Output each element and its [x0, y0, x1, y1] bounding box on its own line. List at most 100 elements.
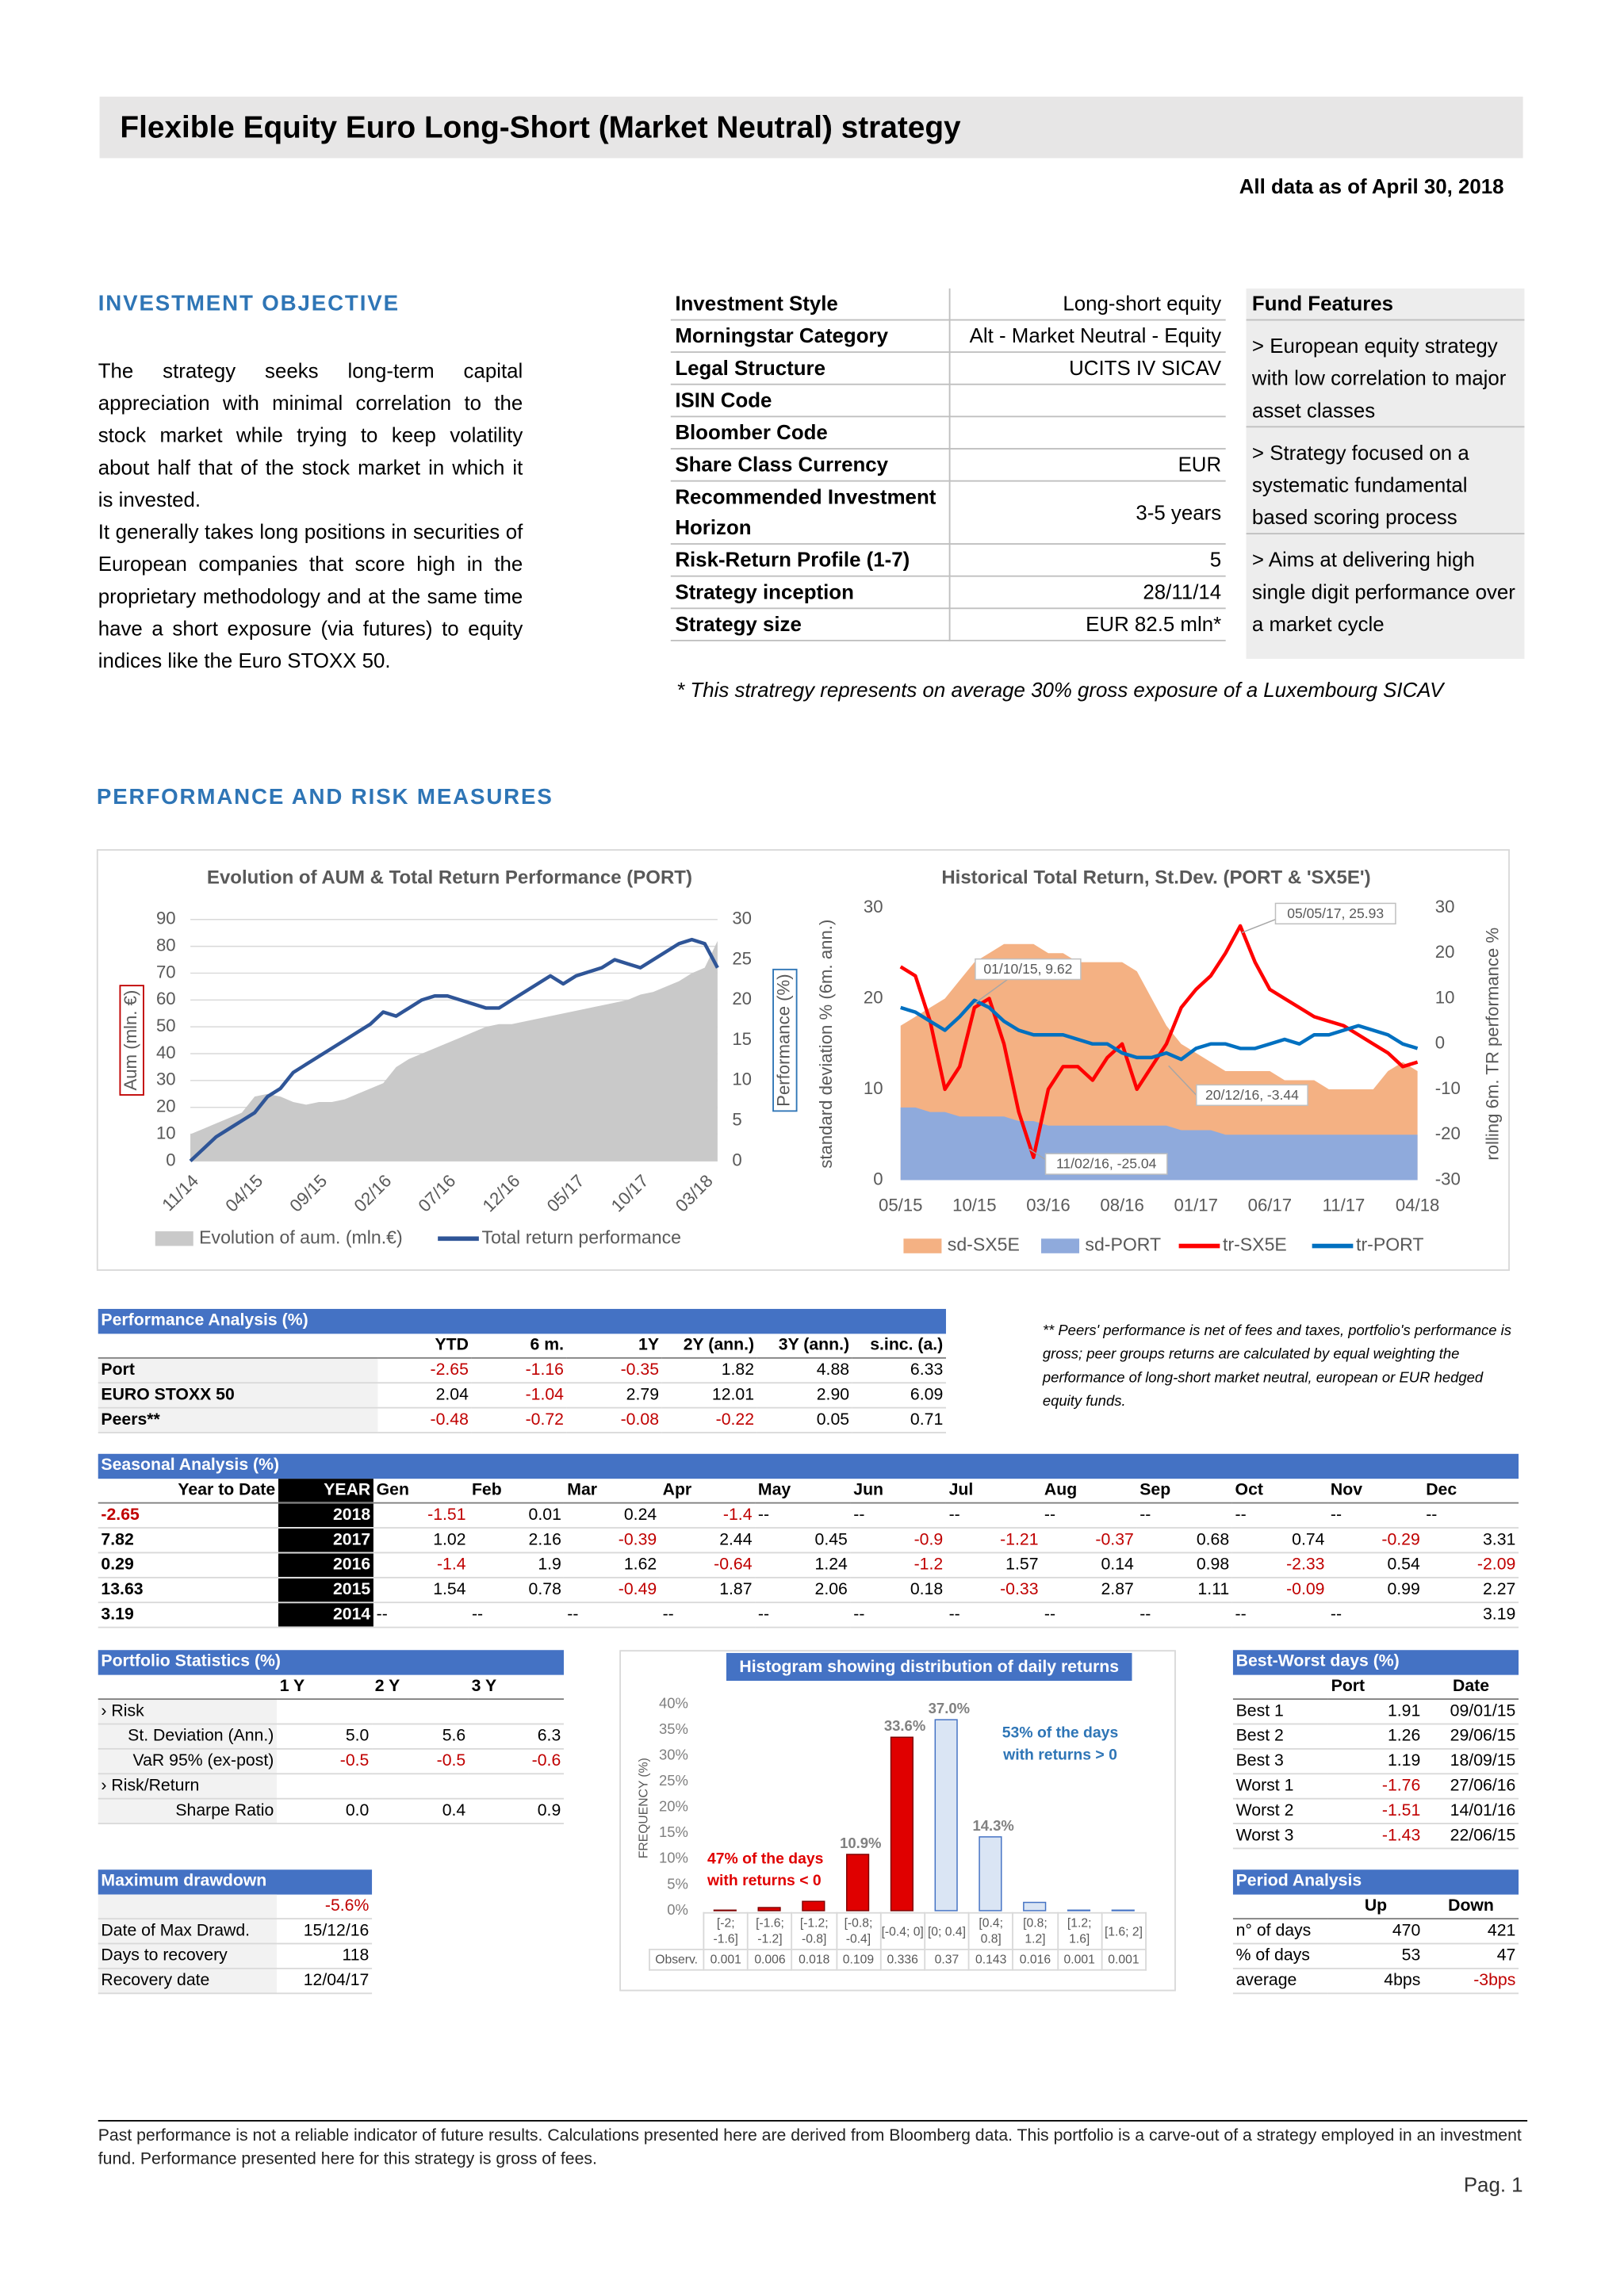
- table-block: Performance Analysis (%) YTD 6 m. 1Y 2Y (ann…: [98, 1308, 946, 1433]
- value-label: 33.6%: [884, 1717, 925, 1734]
- paragraph: The strategy seeks long-term capital app…: [98, 358, 523, 511]
- table-row: 0.29 2016 -1.4 1.9 1.62 -0.64 1.24 -1.2 1.57 0.14…: [98, 1552, 1519, 1578]
- table-row: Worst 2 -1.51 14/01/16: [1232, 1798, 1519, 1825]
- bar: [1111, 1909, 1135, 1911]
- observation-value: 0.006: [747, 1948, 793, 1971]
- observation-value: 0.336: [879, 1948, 926, 1971]
- table-cell: Peers**: [98, 1407, 378, 1433]
- header-cell: Feb: [469, 1479, 565, 1504]
- table-title: Period Analysis: [1232, 1869, 1519, 1895]
- table-cell: [98, 1894, 278, 1920]
- bin-label: [-0.8; -0.4]: [835, 1911, 882, 1950]
- y2-tick-label: -30: [1435, 1169, 1461, 1188]
- table-cell: 27/06/16: [1423, 1774, 1519, 1800]
- table: Port Date Best 1 1.91 09/01/15 Best 2 1.26 29/0…: [1232, 1674, 1519, 1850]
- table-title: Seasonal Analysis (%): [98, 1453, 1519, 1479]
- table-cell: -1.2: [850, 1552, 946, 1578]
- table-cell: 0.78: [469, 1577, 565, 1604]
- table-cell: 2.27: [1423, 1577, 1519, 1604]
- details-value: UCITS IV SICAV: [949, 352, 1226, 385]
- bin-label: [0.4; 0.8]: [967, 1911, 1014, 1950]
- annotation: with returns < 0: [707, 1872, 822, 1889]
- y-tick-label: 90: [156, 909, 176, 928]
- table-cell: 1.19: [1327, 1748, 1424, 1775]
- y-tick-label: 10: [864, 1078, 883, 1098]
- table-cell: -1.4: [659, 1502, 756, 1529]
- table-cell: 1.24: [755, 1552, 851, 1578]
- observation-value: 0.016: [1012, 1948, 1059, 1971]
- table-cell: 13.63: [98, 1577, 278, 1604]
- header-cell: [1232, 1674, 1328, 1701]
- table-cell: Best 1: [1232, 1699, 1328, 1725]
- table-cell: 0.68: [1136, 1528, 1232, 1554]
- table-cell: [277, 1699, 373, 1725]
- bin-label: [-1.2; -0.8]: [791, 1911, 837, 1950]
- header-cell: Dec: [1423, 1479, 1519, 1504]
- area: [900, 1107, 1418, 1181]
- table-cell: --: [1041, 1502, 1137, 1529]
- y2-tick-label: 20: [1435, 942, 1455, 962]
- table-cell: -1.4: [373, 1552, 469, 1578]
- table-cell: 47: [1423, 1943, 1519, 1969]
- observation-value: 0.001: [1056, 1948, 1103, 1971]
- header-cell: Up: [1327, 1894, 1424, 1920]
- histogram-frame: [619, 1650, 1176, 1992]
- note: * This stratregy represents on average 3…: [676, 678, 1444, 702]
- observation-value: 0.018: [791, 1948, 837, 1971]
- header-cell: Apr: [659, 1479, 756, 1504]
- table-cell: -0.64: [659, 1552, 756, 1578]
- y-tick-label: 80: [156, 935, 176, 955]
- annotation: 47% of the days: [707, 1850, 823, 1867]
- table-cell: 1.02: [373, 1528, 469, 1554]
- y-tick-label: 70: [156, 962, 176, 982]
- observation-value: 0.109: [835, 1948, 882, 1971]
- value-label: 10.9%: [840, 1835, 881, 1851]
- table-row: St. Deviation (Ann.) 5.0 5.6 6.3: [98, 1724, 564, 1750]
- bar: [890, 1736, 914, 1911]
- table-cell: 1.26: [1327, 1724, 1424, 1750]
- observation-label: Observ.: [649, 1948, 705, 1971]
- details-value: [949, 416, 1226, 450]
- header-cell: [1232, 1894, 1328, 1920]
- title-bar: Flexible Equity Euro Long-Short (Market …: [99, 96, 1523, 159]
- table-cell: -2.65: [98, 1502, 278, 1529]
- header-cell: 1 Y: [277, 1674, 373, 1701]
- table-cell: 4.88: [756, 1357, 852, 1384]
- axis-label-box: [772, 968, 798, 1112]
- section-heading: INVESTMENT OBJECTIVE: [98, 291, 400, 316]
- table-cell: --: [945, 1602, 1042, 1628]
- details-label: Morningstar Category: [670, 320, 951, 354]
- line: [900, 998, 1419, 1062]
- feature-item: > Aims at delivering high single digit p…: [1251, 547, 1515, 636]
- x-tick-label: 04/18: [1396, 1196, 1439, 1215]
- table: YTD 6 m. 1Y 2Y (ann.) 3Y (ann.) s.inc. (a.) Po…: [98, 1334, 946, 1433]
- header-cell: [98, 1334, 378, 1359]
- callout-box: [975, 958, 1082, 981]
- callout-label: 11/02/16, -25.04: [1056, 1156, 1157, 1172]
- bin-row: [-2; -1.6] [-1.6; -1.2] [-1.2; -0.8] [-0.8;…: [649, 1911, 1147, 1950]
- bin-label: [-0.4; 0]: [879, 1911, 926, 1950]
- x-tick-label: 02/16: [350, 1171, 395, 1216]
- details-label: Risk-Return Profile (1-7): [670, 544, 951, 577]
- feature-item: > Strategy focused on a systematic funda…: [1246, 427, 1525, 535]
- table-cell: n° of days: [1232, 1919, 1328, 1945]
- chart-title: Evolution of AUM & Total Return Performa…: [207, 867, 692, 888]
- y2-axis-label: rolling 6m. TR performance %: [1483, 928, 1503, 1161]
- table-row: VaR 95% (ex-post) -0.5 -0.5 -0.6: [98, 1748, 564, 1775]
- bin-label: [-1.6; -1.2]: [747, 1911, 793, 1950]
- details-value: Alt - Market Neutral - Equity: [949, 320, 1226, 354]
- header-cell: Down: [1423, 1894, 1519, 1920]
- table-block: Maximum drawdown -5.6% Date of Max Drawd. 1…: [98, 1869, 373, 1995]
- details-row: Strategy size EUR 82.5 mln*: [670, 608, 1226, 641]
- area: [190, 940, 718, 1161]
- table-cell: 6.33: [852, 1357, 946, 1384]
- page-number: Pag. 1: [1463, 2172, 1523, 2197]
- x-tick-label: 10/17: [607, 1171, 653, 1216]
- table-title: Maximum drawdown: [98, 1869, 373, 1895]
- table-cell: [277, 1774, 373, 1800]
- table-row: Worst 1 -1.76 27/06/16: [1232, 1774, 1519, 1800]
- details-label: Strategy inception: [670, 576, 951, 610]
- footer-rule: [98, 2120, 1528, 2122]
- y-tick-label: 20: [864, 987, 883, 1007]
